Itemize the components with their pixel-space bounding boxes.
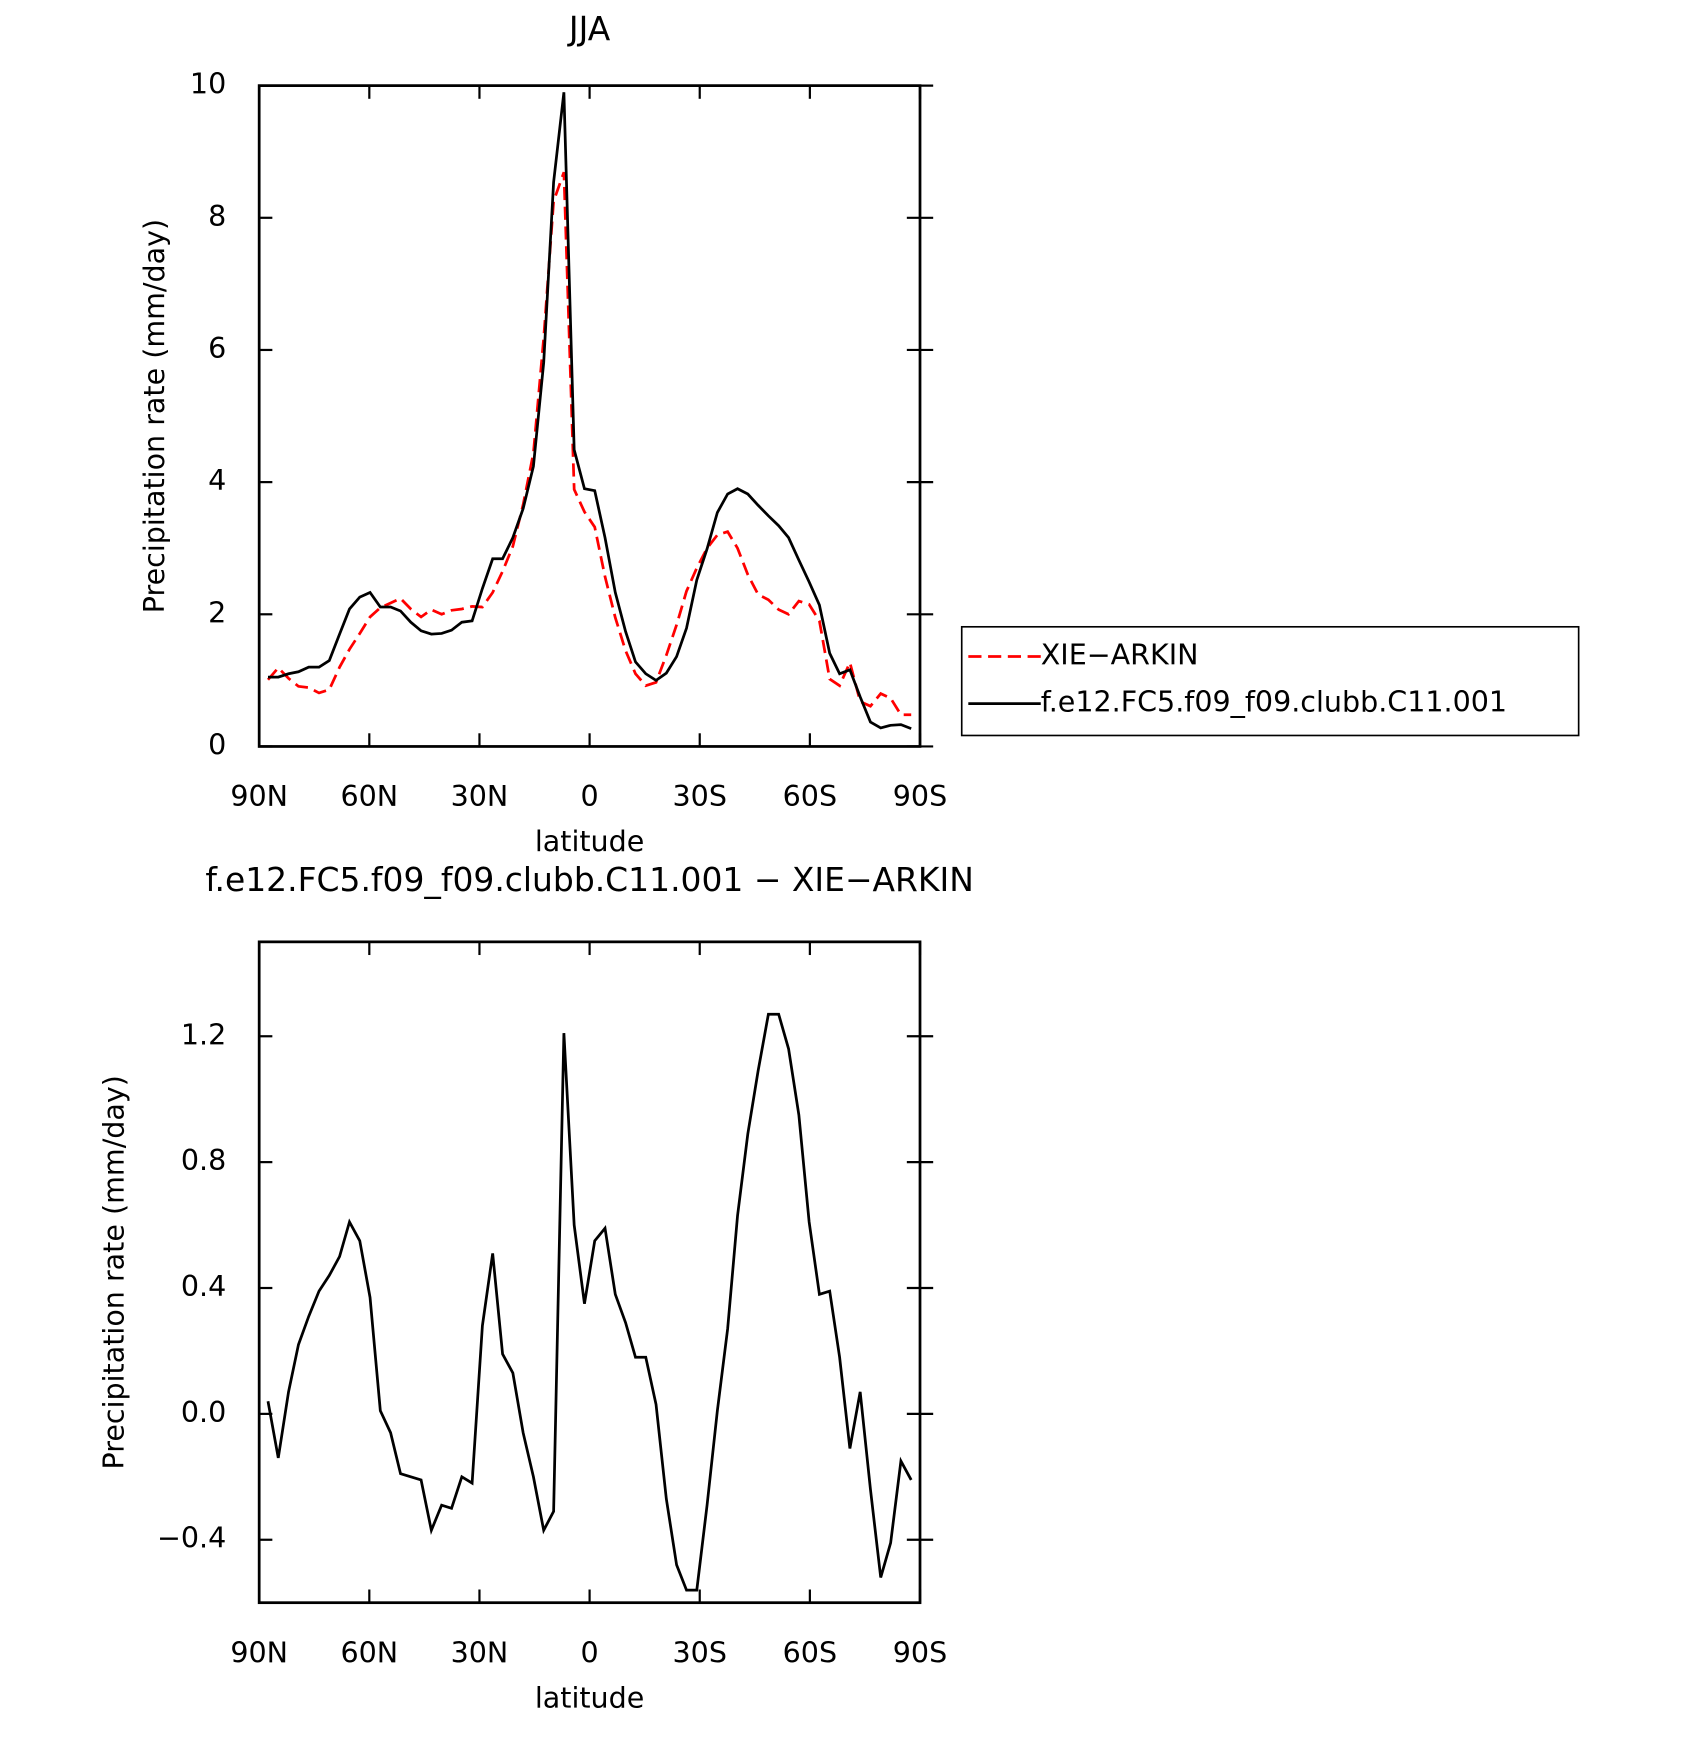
chart-title: JJA bbox=[567, 9, 611, 48]
data-line bbox=[266, 1012, 913, 1592]
x-tick-label: 30N bbox=[451, 780, 509, 813]
y-axis-label: Precipitation rate (mm/day) bbox=[97, 1075, 130, 1469]
x-tick-label: 0 bbox=[581, 1636, 599, 1669]
plot-frame bbox=[257, 940, 922, 1605]
y-tick-label: 2 bbox=[208, 596, 226, 629]
x-tick-label: 90S bbox=[893, 780, 947, 813]
x-tick-label: 60S bbox=[783, 780, 837, 813]
x-tick-label: 90N bbox=[230, 1636, 288, 1669]
plot-frame bbox=[257, 84, 922, 748]
y-axis-label: Precipitation rate (mm/day) bbox=[138, 219, 171, 613]
data-line bbox=[267, 92, 912, 730]
x-tick-label: 60S bbox=[783, 1636, 837, 1669]
y-tick-label: −0.4 bbox=[157, 1522, 226, 1555]
x-tick-label: 30S bbox=[673, 1636, 727, 1669]
y-tick-label: 0 bbox=[208, 728, 226, 761]
y-tick-label: 0.4 bbox=[181, 1270, 226, 1303]
legend-label: f.e12.FC5.f09_f09.clubb.C11.001 bbox=[1041, 686, 1507, 719]
y-tick-label: 6 bbox=[208, 332, 226, 365]
x-tick-label: 0 bbox=[581, 780, 599, 813]
x-tick-label: 30S bbox=[673, 780, 727, 813]
data-line bbox=[266, 171, 912, 717]
x-tick-label: 30N bbox=[451, 1636, 509, 1669]
y-tick-label: 0.8 bbox=[181, 1144, 226, 1177]
x-axis-label: latitude bbox=[535, 825, 644, 858]
y-tick-label: 1.2 bbox=[181, 1018, 226, 1051]
x-tick-label: 90N bbox=[230, 780, 288, 813]
y-tick-label: 0.0 bbox=[181, 1396, 226, 1429]
legend-box bbox=[960, 625, 1580, 737]
x-tick-label: 60N bbox=[340, 780, 398, 813]
y-tick-label: 10 bbox=[190, 68, 226, 101]
x-tick-label: 60N bbox=[340, 1636, 398, 1669]
x-tick-label: 90S bbox=[893, 1636, 947, 1669]
y-tick-label: 4 bbox=[208, 464, 226, 497]
x-axis-label: latitude bbox=[535, 1681, 644, 1714]
legend-label: XIE−ARKIN bbox=[1041, 638, 1199, 671]
chart-title: f.e12.FC5.f09_f09.clubb.C11.001 − XIE−AR… bbox=[205, 860, 974, 899]
y-tick-label: 8 bbox=[208, 200, 226, 233]
